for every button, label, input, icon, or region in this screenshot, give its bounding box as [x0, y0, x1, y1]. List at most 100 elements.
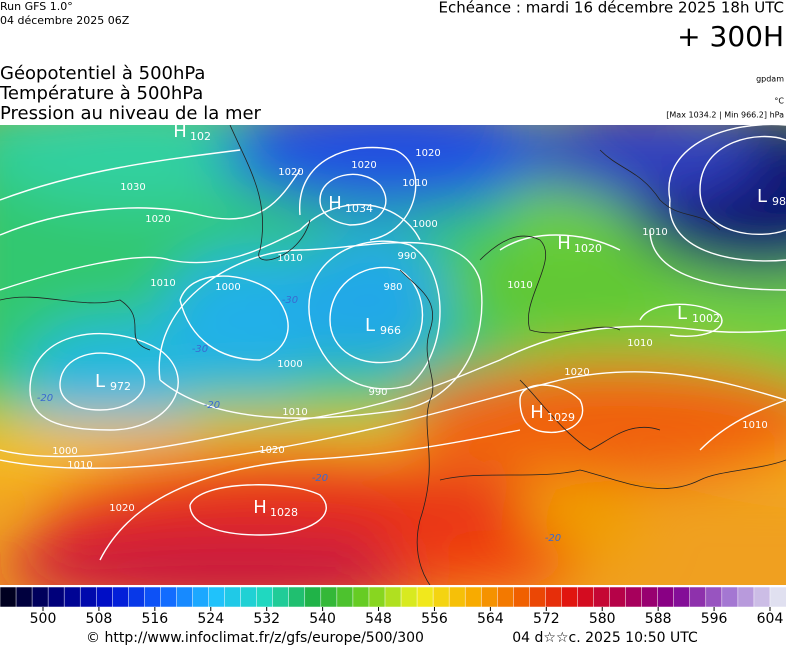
colorbar-swatch	[673, 586, 691, 608]
colorbar-tick-label: 564	[477, 611, 504, 627]
colorbar-swatch	[561, 586, 579, 608]
isobar-label: 1020	[564, 367, 589, 378]
isobar-label: 1000	[52, 446, 77, 457]
center-kind: H	[173, 121, 187, 142]
colorbar-swatch	[593, 586, 611, 608]
center-kind: H	[530, 402, 544, 423]
temperature-label: -20	[204, 400, 220, 411]
colorbar-swatch	[192, 586, 210, 608]
colorbar-swatch	[95, 586, 114, 608]
isobar-label: 1000	[412, 219, 437, 230]
isobar-label: 1010	[150, 278, 175, 289]
temperature-label: -30	[282, 295, 298, 306]
colorbar-tick-label: 516	[141, 611, 168, 627]
colorbar-swatch	[480, 586, 499, 608]
colorbar-tick-label: 596	[701, 611, 728, 627]
isobar-label: 1010	[742, 420, 767, 431]
colorbar-swatch	[721, 586, 739, 608]
colorbar-tick-label: 532	[253, 611, 280, 627]
temperature-label: -30	[192, 344, 208, 355]
center-kind: H	[253, 497, 267, 518]
isobar-label: 1010	[282, 407, 307, 418]
center-kind: L	[677, 303, 687, 324]
colorbar-swatch	[128, 586, 146, 608]
isobars	[0, 125, 786, 561]
isobar-label: 1030	[120, 182, 145, 193]
layer: Pression au niveau de la mer	[0, 103, 262, 124]
colorbar-swatch	[529, 586, 547, 608]
colorbar-swatch	[176, 586, 194, 608]
colorbar-swatch	[432, 586, 450, 608]
center-kind: L	[757, 186, 767, 207]
colorbar-tick-label: 556	[421, 611, 448, 627]
colorbar-swatch	[15, 586, 33, 608]
colorbar-swatch	[400, 586, 418, 608]
isobar-label: 1010	[642, 227, 667, 238]
colorbar-swatch	[368, 586, 386, 608]
colorbar-swatch	[609, 586, 627, 608]
colorbar-swatch	[240, 586, 258, 608]
isobar-label: 990	[368, 387, 387, 398]
colorbar-swatch	[384, 586, 402, 608]
colorbar-swatch	[705, 586, 723, 608]
isobar-label: 1010	[627, 338, 652, 349]
colorbar-swatch	[320, 586, 338, 608]
unit: gpdam	[756, 75, 784, 84]
colorbar-swatch	[464, 586, 482, 608]
colorbar-swatch	[144, 586, 162, 608]
valid-time: Echéance : mardi 16 décembre 2025 18h UT…	[439, 0, 784, 17]
center-value: 1020	[574, 242, 602, 255]
center-value: 1028	[270, 506, 298, 519]
colorbar-swatch	[641, 586, 659, 608]
colorbar-swatch	[288, 586, 306, 608]
colorbar-tick-label: 588	[645, 611, 672, 627]
colorbar-tick-label: 604	[757, 611, 784, 627]
center-value: 966	[380, 324, 401, 337]
colorbar-swatch	[272, 586, 290, 608]
center-value: 1029	[547, 411, 575, 424]
isobar-label: 1020	[259, 445, 284, 456]
colorbar-swatch	[0, 586, 17, 608]
colorbar-swatch	[737, 586, 755, 608]
colorbar-swatch	[31, 586, 49, 608]
center-value: 102	[190, 130, 211, 143]
isobar-label: 1020	[351, 160, 376, 171]
colorbar-swatch	[160, 586, 178, 608]
isobar-label: 1000	[215, 282, 240, 293]
colorbar-tick-label: 540	[309, 611, 336, 627]
colorbar-tick-label: 548	[365, 611, 392, 627]
colorbar-swatch	[657, 586, 675, 608]
colorbar-swatch	[448, 586, 466, 608]
isobar-label: 1000	[277, 359, 302, 370]
temperature-label: -20	[37, 393, 53, 404]
center-kind: H	[557, 233, 571, 254]
colorbar-tick-label: 524	[197, 611, 224, 627]
colorbar-swatch	[256, 586, 274, 608]
center-kind: H	[328, 193, 342, 214]
colorbar-swatch	[352, 586, 370, 608]
colorbar-swatch	[513, 586, 531, 608]
coastlines	[0, 125, 786, 585]
isobar-label: 990	[397, 251, 416, 262]
colorbar-swatch	[336, 586, 354, 608]
colorbar-swatch	[304, 586, 322, 608]
run: Run GFS 1.0°	[0, 0, 73, 13]
layer: Température à 500hPa	[0, 83, 203, 104]
colorbar-tick-label: 572	[533, 611, 560, 627]
center-value: 1034	[345, 202, 373, 215]
colorbar-swatch	[224, 586, 242, 608]
colorbar-swatch	[416, 586, 434, 608]
colorbar-swatch	[753, 586, 771, 608]
isobar-label: 1010	[507, 280, 532, 291]
isobar-label: 1010	[402, 178, 427, 189]
temperature-label: -20	[312, 473, 328, 484]
colorbar-swatch	[497, 586, 515, 608]
isobar-label: 1020	[109, 503, 134, 514]
colorbar-swatch	[79, 586, 97, 608]
isobar-label: 1020	[145, 214, 170, 225]
isobar-label: 980	[383, 282, 402, 293]
center-kind: L	[95, 371, 105, 392]
colorbar-swatch	[208, 586, 226, 608]
